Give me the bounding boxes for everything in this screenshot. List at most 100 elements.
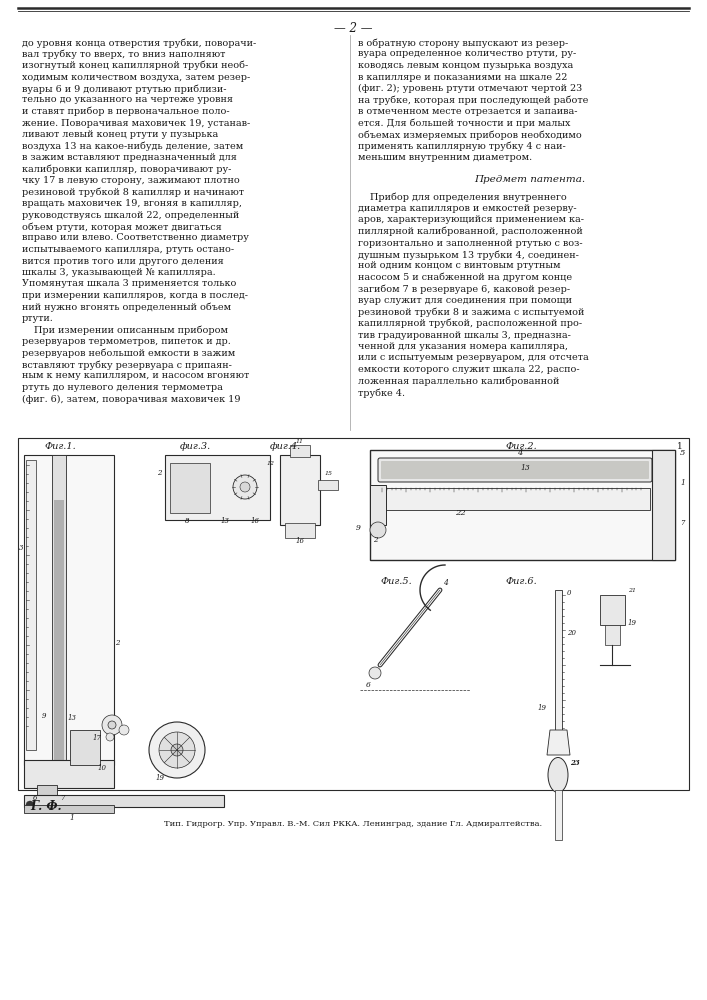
Text: 2: 2 — [373, 536, 378, 544]
Bar — [370, 450, 675, 560]
Bar — [555, 590, 562, 740]
Text: применять капиллярную трубку 4 с наи-: применять капиллярную трубку 4 с наи- — [358, 141, 566, 151]
Bar — [318, 480, 338, 490]
Polygon shape — [547, 730, 570, 755]
Circle shape — [233, 475, 257, 499]
Bar — [52, 455, 66, 765]
Text: ложенная параллельно калиброванной: ложенная параллельно калиброванной — [358, 376, 559, 386]
Text: 1: 1 — [69, 814, 74, 822]
Text: Фиг.5.: Фиг.5. — [380, 577, 411, 586]
Text: ной одним концом с винтовым ртутным: ной одним концом с винтовым ртутным — [358, 261, 561, 270]
Circle shape — [149, 722, 205, 778]
Bar — [652, 450, 675, 560]
Text: ходимым количеством воздуха, затем резер-: ходимым количеством воздуха, затем резер… — [22, 73, 250, 82]
Bar — [555, 790, 562, 840]
Bar — [18, 438, 689, 790]
Circle shape — [171, 744, 183, 756]
Text: в зажим вставляют предназначенный для: в зажим вставляют предназначенный для — [22, 153, 237, 162]
Text: вуара определенное количество ртути, ру-: вуара определенное количество ртути, ру- — [358, 49, 576, 58]
Text: 10: 10 — [98, 764, 107, 772]
Circle shape — [119, 725, 129, 735]
Bar — [26, 460, 36, 750]
Text: Прибор для определения внутреннего: Прибор для определения внутреннего — [358, 192, 567, 202]
Text: 19: 19 — [628, 619, 637, 627]
Text: 6: 6 — [33, 794, 37, 802]
Circle shape — [240, 482, 250, 492]
Text: Фиг.6.: Фиг.6. — [505, 577, 537, 586]
Text: ртуть до нулевого деления термометра: ртуть до нулевого деления термометра — [22, 383, 223, 392]
Bar — [285, 523, 315, 538]
Text: 9: 9 — [356, 524, 361, 532]
Circle shape — [26, 801, 34, 809]
Bar — [290, 445, 310, 457]
Text: 21: 21 — [628, 588, 636, 593]
Text: 7: 7 — [680, 519, 684, 527]
Bar — [70, 730, 100, 765]
Text: 20: 20 — [567, 629, 576, 637]
Text: в капилляре и показаниями на шкале 22: в капилляре и показаниями на шкале 22 — [358, 73, 568, 82]
Text: фиг.3.: фиг.3. — [180, 442, 211, 451]
Text: Упомянутая шкала 3 применяется только: Упомянутая шкала 3 применяется только — [22, 279, 236, 288]
Text: меньшим внутренним диаметром.: меньшим внутренним диаметром. — [358, 153, 532, 162]
Text: объемах измеряемых приборов необходимо: объемах измеряемых приборов необходимо — [358, 130, 582, 139]
Text: Г. Ф.: Г. Ф. — [30, 800, 62, 813]
Text: аров, характеризующийся применением ка-: аров, характеризующийся применением ка- — [358, 216, 584, 225]
Text: 9: 9 — [42, 712, 46, 720]
Text: ководясь левым концом пузырька воздуха: ководясь левым концом пузырька воздуха — [358, 61, 573, 70]
Text: вставляют трубку резервуара с припаян-: вставляют трубку резервуара с припаян- — [22, 360, 232, 369]
Bar — [170, 463, 210, 513]
Text: 3: 3 — [19, 544, 23, 552]
Text: душным пузырьком 13 трубки 4, соединен-: душным пузырьком 13 трубки 4, соединен- — [358, 250, 579, 259]
Text: резиновой трубки 8 и зажима с испытуемой: резиновой трубки 8 и зажима с испытуемой — [358, 308, 585, 317]
Text: вправо или влево. Соответственно диаметру: вправо или влево. Соответственно диаметр… — [22, 233, 249, 242]
Bar — [24, 795, 224, 807]
Text: вращать маховичек 19, вгоняя в капилляр,: вращать маховичек 19, вгоняя в капилляр, — [22, 199, 242, 208]
Text: или с испытуемым резервуаром, для отсчета: или с испытуемым резервуаром, для отсчет… — [358, 354, 589, 362]
Text: изогнутый конец капиллярной трубки необ-: изогнутый конец капиллярной трубки необ- — [22, 61, 248, 70]
Text: 1: 1 — [680, 479, 685, 487]
Text: и ставят прибор в первоначальное поло-: и ставят прибор в первоначальное поло- — [22, 107, 230, 116]
Text: емкости которого служит шкала 22, распо-: емкости которого служит шкала 22, распо- — [358, 365, 580, 374]
Bar — [37, 785, 57, 805]
Bar — [280, 455, 320, 525]
Text: 13: 13 — [221, 517, 230, 525]
Text: объем ртути, которая может двигаться: объем ртути, которая может двигаться — [22, 222, 222, 232]
Text: Фиг.2.: Фиг.2. — [505, 442, 537, 451]
Text: 11: 11 — [296, 439, 304, 444]
Text: тив градуированной шкалы 3, предназна-: тив градуированной шкалы 3, предназна- — [358, 330, 571, 340]
Text: 8: 8 — [185, 517, 189, 525]
Text: ний нужно вгонять определенный объем: ний нужно вгонять определенный объем — [22, 302, 231, 312]
Text: диаметра капилляров и емкостей резерву-: диаметра капилляров и емкостей резерву- — [358, 204, 577, 213]
Text: горизонтально и заполненной ртутью с воз-: горизонтально и заполненной ртутью с воз… — [358, 238, 583, 247]
FancyBboxPatch shape — [378, 458, 652, 482]
Text: испытываемого капилляра, ртуть остано-: испытываемого капилляра, ртуть остано- — [22, 245, 234, 254]
Text: ртути.: ртути. — [22, 314, 54, 323]
Text: 0: 0 — [567, 589, 571, 597]
Text: 16: 16 — [296, 537, 305, 545]
Text: резервуаров небольшой емкости в зажим: резервуаров небольшой емкости в зажим — [22, 349, 235, 358]
Text: ным к нему капилляром, и насосом вгоняют: ным к нему капилляром, и насосом вгоняют — [22, 371, 250, 380]
Text: 6: 6 — [366, 681, 370, 689]
Bar — [600, 595, 625, 625]
Text: вится против того или другого деления: вится против того или другого деления — [22, 256, 223, 265]
Text: 13: 13 — [520, 464, 530, 472]
Text: капиллярной трубкой, расположенной про-: капиллярной трубкой, расположенной про- — [358, 319, 582, 328]
Text: вуары 6 и 9 доливают ртутью приблизи-: вуары 6 и 9 доливают ртутью приблизи- — [22, 84, 226, 94]
Text: 13: 13 — [67, 714, 76, 722]
Bar — [24, 760, 114, 788]
Text: пиллярной калиброванной, расположенной: пиллярной калиброванной, расположенной — [358, 227, 583, 236]
Text: загибом 7 в резервуаре 6, каковой резер-: загибом 7 в резервуаре 6, каковой резер- — [358, 284, 570, 294]
Text: при измерении капилляров, когда в послед-: при измерении капилляров, когда в послед… — [22, 291, 248, 300]
Text: чку 17 в левую сторону, зажимают плотно: чку 17 в левую сторону, зажимают плотно — [22, 176, 240, 185]
Text: вал трубку то вверх, то вниз наполняют: вал трубку то вверх, то вниз наполняют — [22, 49, 226, 59]
Text: в отмеченном месте отрезается и запаива-: в отмеченном месте отрезается и запаива- — [358, 107, 578, 116]
Text: шкалы 3, указывающей № капилляра.: шкалы 3, указывающей № капилляра. — [22, 268, 216, 277]
Text: жение. Поворачивая маховичек 19, устанав-: жение. Поворачивая маховичек 19, устанав… — [22, 118, 250, 127]
Text: в обратную сторону выпускают из резер-: в обратную сторону выпускают из резер- — [358, 38, 568, 47]
Bar — [605, 625, 620, 645]
Text: 4: 4 — [518, 449, 522, 457]
Bar — [380, 488, 650, 510]
Text: калибровки капилляр, поворачивают ру-: калибровки капилляр, поворачивают ру- — [22, 164, 231, 174]
Text: насосом 5 и снабженной на другом конце: насосом 5 и снабженной на другом конце — [358, 273, 572, 282]
Circle shape — [369, 667, 381, 679]
